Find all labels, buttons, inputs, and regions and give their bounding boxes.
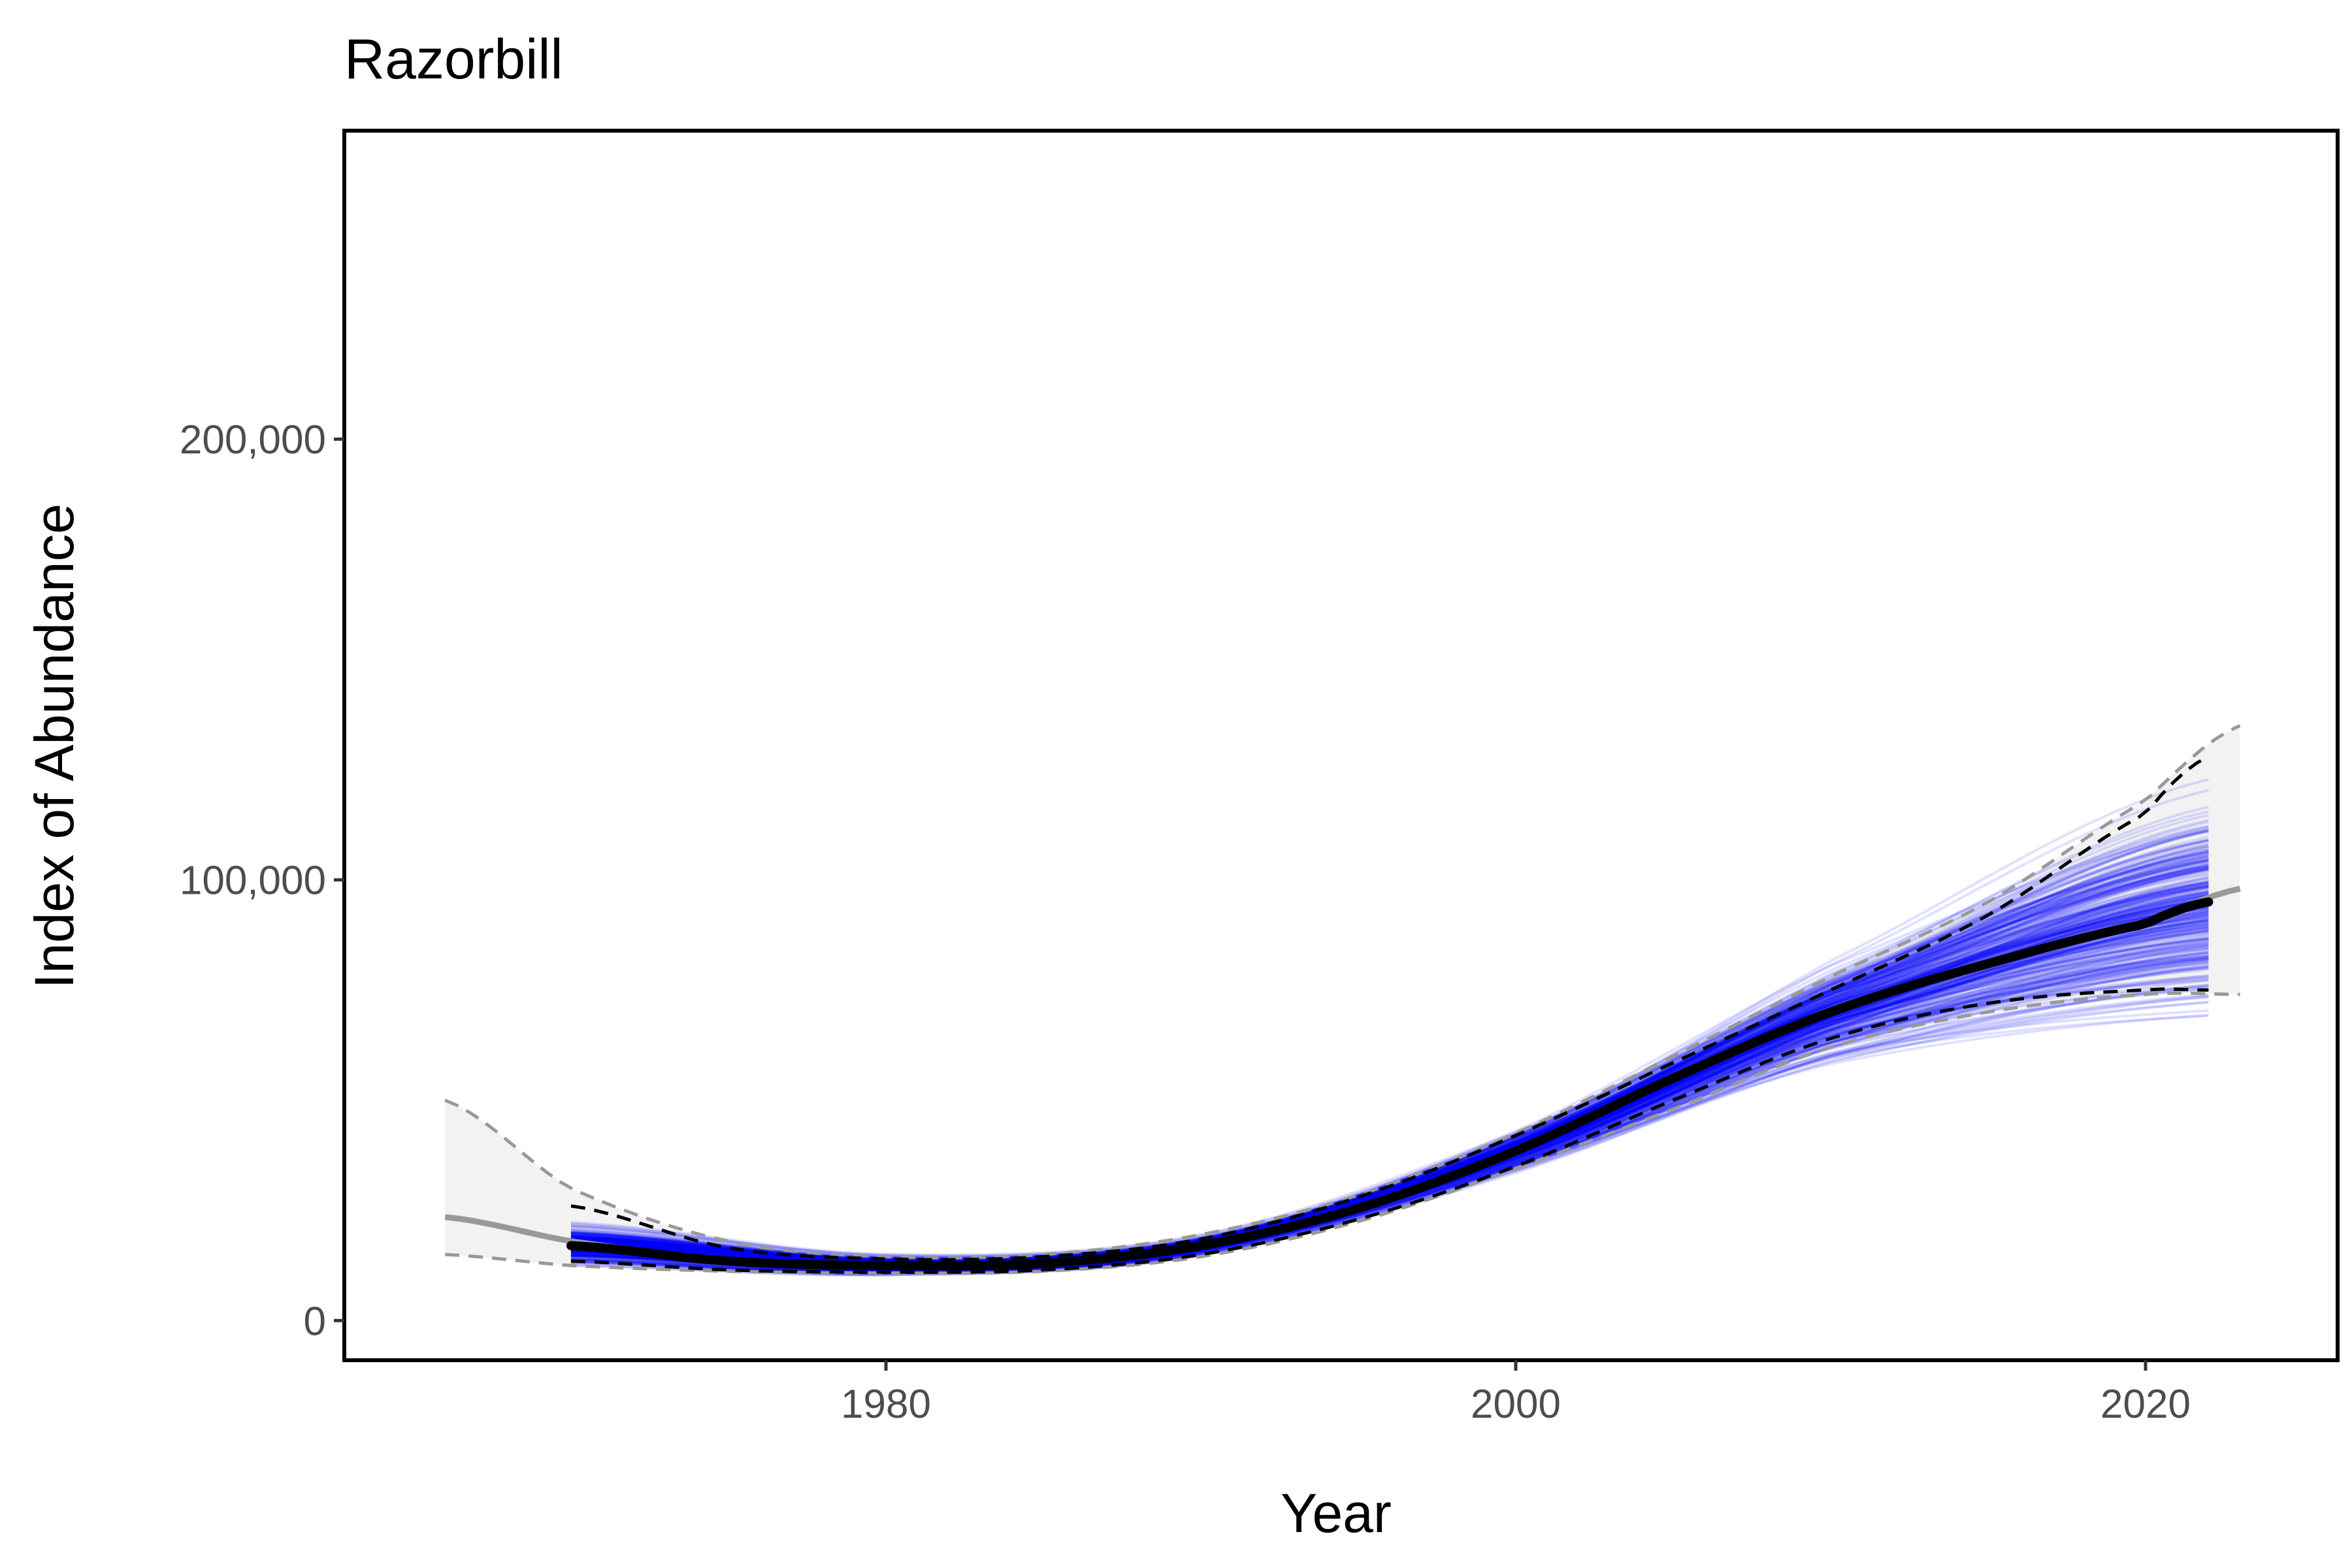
sample-trajectory [570,830,2209,1264]
sample-trajectory [570,974,2209,1267]
sample-trajectory [570,864,2209,1263]
y-axis-label: Index of Abundance [24,504,85,989]
sample-trajectory [570,939,2209,1273]
sample-trajectory [570,911,2209,1275]
sample-trajectory [570,891,2209,1263]
sample-trajectory [570,883,2209,1262]
sample-trajectory [570,1013,2209,1263]
sample-trajectory [570,918,2209,1274]
x-axis-label: Year [1281,1482,1392,1544]
chart-title: Razorbill [344,28,563,91]
x-tick-label: 2000 [1471,1382,1561,1427]
sample-trajectory [570,880,2209,1264]
sample-trajectory [570,951,2209,1272]
mean-trend-line [566,897,2213,1271]
sample-trajectory [570,868,2209,1277]
sample-trajectory [570,877,2209,1273]
sample-trajectory [570,898,2209,1262]
sample-trajectory [570,1009,2209,1269]
x-tick-label: 1980 [841,1382,931,1427]
sample-trajectory [570,962,2209,1273]
sample-trajectory [570,839,2209,1263]
x-tick-label: 2020 [2100,1382,2191,1427]
sample-trajectory [570,853,2209,1262]
y-tick-label: 100,000 [180,858,326,904]
sample-trajectory [570,977,2209,1262]
sample-trajectory [570,930,2209,1262]
sample-trajectory [570,1014,2209,1267]
sample-trajectory [570,938,2209,1260]
sample-trajectory [570,898,2209,1262]
sample-trajectory [570,902,2209,1263]
plot-area [444,724,2241,1277]
sample-trajectory [570,917,2209,1275]
sample-trajectory [570,995,2209,1277]
sample-trajectory [570,928,2209,1272]
sample-trajectory [570,958,2209,1273]
sample-trajectory [570,951,2209,1272]
sample-trajectory [570,856,2209,1262]
sample-trajectory [570,939,2209,1266]
y-tick-label: 0 [304,1299,326,1344]
sample-trajectory [570,860,2209,1261]
axes: 0 100,000 200,000 1980 2000 2020 [180,129,2340,1427]
sample-trajectory [570,845,2209,1262]
sample-trajectory [570,924,2209,1261]
sample-trajectory [570,858,2209,1262]
y-tick-label: 200,000 [180,417,326,463]
sample-trajectory [570,915,2209,1262]
sample-trajectory [570,937,2209,1262]
extrapolated-upper-bound [444,724,2241,1260]
sample-trajectory [570,865,2209,1262]
panel-border [342,129,2340,1362]
sample-trajectory [570,849,2209,1261]
sample-trajectory [570,900,2209,1261]
sample-trajectory [570,956,2209,1272]
sample-trajectory [570,873,2209,1262]
sample-trajectory [570,902,2209,1262]
sample-trajectory [570,926,2209,1262]
lower-credible-bound [570,987,2209,1274]
sample-trajectory [570,890,2209,1273]
sample-trajectory [570,893,2209,1264]
extrapolated-lower-bound [445,991,2240,1275]
sample-trajectory [570,943,2209,1257]
upper-credible-bound [570,755,2210,1262]
sample-trajectory [570,941,2209,1273]
sample-trajectory [570,943,2209,1263]
sample-trajectory [570,929,2209,1264]
sample-trajectory [570,881,2209,1262]
sample-trajectory [570,909,2209,1273]
sample-trajectory [570,979,2209,1267]
